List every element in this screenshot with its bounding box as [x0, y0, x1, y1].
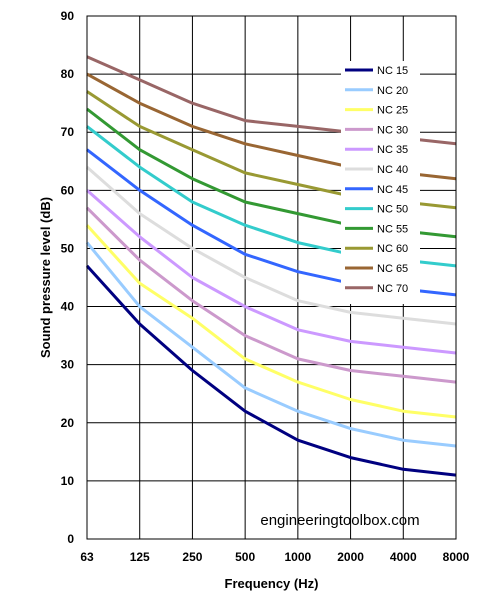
legend-label-nc-25: NC 25 — [377, 105, 408, 117]
legend-label-nc-30: NC 30 — [377, 124, 408, 136]
y-tick-label: 40 — [61, 300, 75, 314]
x-tick-label: 1000 — [285, 550, 312, 564]
legend-label-nc-50: NC 50 — [377, 204, 408, 216]
watermark-text: engineeringtoolbox.com — [260, 512, 419, 529]
series-line-nc-30 — [85, 206, 457, 384]
legend-label-nc-65: NC 65 — [377, 263, 408, 275]
y-axis-title: Sound pressure level (dB) — [38, 197, 53, 358]
x-tick-label: 2000 — [337, 550, 364, 564]
y-tick-label: 90 — [61, 9, 75, 23]
y-tick-label: 60 — [61, 183, 75, 197]
series-line-nc-35 — [86, 189, 457, 355]
y-tick-label: 0 — [67, 532, 74, 546]
y-tick-label: 20 — [61, 416, 75, 430]
x-tick-label: 4000 — [390, 550, 417, 564]
x-axis-title: Frequency (Hz) — [225, 576, 319, 591]
series-line-nc-25 — [85, 224, 457, 419]
legend-label-nc-15: NC 15 — [377, 65, 408, 77]
legend-label-nc-55: NC 55 — [377, 223, 408, 235]
legend-label-nc-60: NC 60 — [377, 243, 408, 255]
legend-label-nc-35: NC 35 — [377, 144, 408, 156]
x-tick-label: 500 — [235, 550, 255, 564]
series-line-nc-20 — [85, 241, 457, 448]
legend-label-nc-40: NC 40 — [377, 164, 408, 176]
legend-label-nc-70: NC 70 — [377, 283, 408, 295]
legend: NC 15 NC 20 NC 25 NC 30 NC 35 NC 40 NC 45 NC 50… — [341, 61, 420, 304]
y-tick-label: 50 — [61, 241, 75, 255]
legend-label-nc-45: NC 45 — [377, 184, 408, 196]
y-tick-labels: 0 10 20 30 40 50 60 70 80 90 — [61, 9, 75, 546]
legend-label-nc-20: NC 20 — [377, 85, 408, 97]
series-line-nc-40 — [86, 165, 457, 326]
y-tick-label: 80 — [61, 67, 75, 81]
x-tick-label: 8000 — [443, 550, 470, 564]
x-tick-labels: 63 125 250 500 1000 2000 4000 8000 — [80, 550, 469, 564]
series-line-nc-15 — [85, 264, 457, 477]
plot-area-frame — [86, 15, 457, 540]
x-tick-label: 63 — [80, 550, 94, 564]
y-tick-label: 70 — [61, 125, 75, 139]
x-tick-label: 250 — [182, 550, 202, 564]
legend-box — [341, 61, 420, 304]
x-tick-label: 125 — [130, 550, 150, 564]
y-tick-label: 10 — [61, 474, 75, 488]
y-tick-label: 30 — [61, 358, 75, 372]
